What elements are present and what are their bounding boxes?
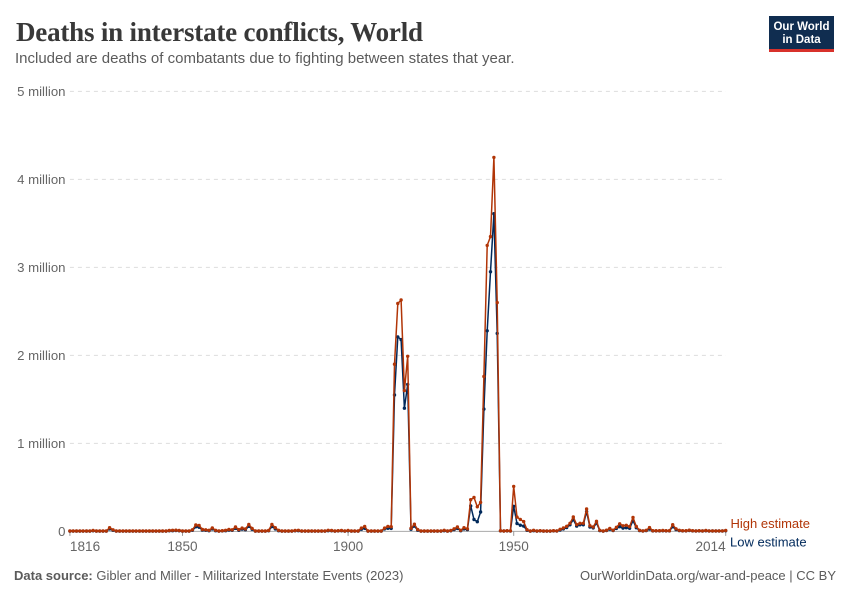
svg-text:1816: 1816 <box>70 539 100 554</box>
svg-text:5 million: 5 million <box>17 84 65 99</box>
svg-text:2 million: 2 million <box>17 348 65 363</box>
svg-text:2014: 2014 <box>695 539 726 554</box>
svg-text:4 million: 4 million <box>17 172 65 187</box>
svg-text:1900: 1900 <box>333 539 364 554</box>
svg-text:High estimate: High estimate <box>731 516 810 531</box>
svg-text:1950: 1950 <box>499 539 530 554</box>
svg-text:0: 0 <box>58 524 65 539</box>
svg-text:1850: 1850 <box>167 539 198 554</box>
svg-text:1 million: 1 million <box>17 436 65 451</box>
svg-text:3 million: 3 million <box>17 260 65 275</box>
svg-text:Low estimate: Low estimate <box>730 534 807 549</box>
